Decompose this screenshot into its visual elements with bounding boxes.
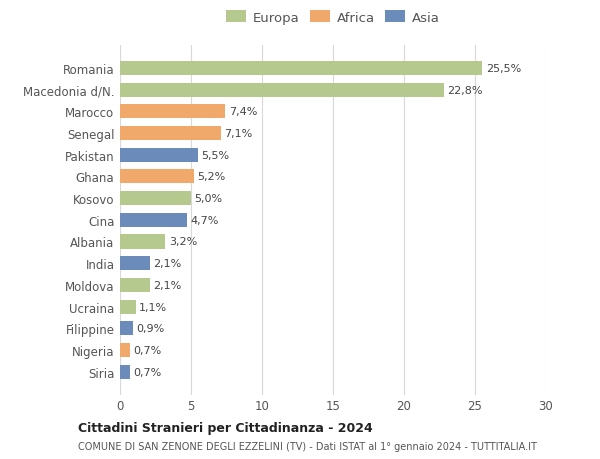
Text: 0,7%: 0,7% [133, 367, 162, 377]
Text: 2,1%: 2,1% [154, 258, 182, 269]
Text: 3,2%: 3,2% [169, 237, 197, 247]
Bar [120, 84, 444, 97]
Bar [120, 278, 150, 292]
Bar [120, 127, 221, 141]
Bar [120, 365, 130, 379]
Bar [120, 343, 130, 357]
Text: COMUNE DI SAN ZENONE DEGLI EZZELINI (TV) - Dati ISTAT al 1° gennaio 2024 - TUTTI: COMUNE DI SAN ZENONE DEGLI EZZELINI (TV)… [78, 441, 537, 451]
Bar [120, 321, 133, 336]
Bar [120, 300, 136, 314]
Bar [120, 257, 150, 271]
Text: Cittadini Stranieri per Cittadinanza - 2024: Cittadini Stranieri per Cittadinanza - 2… [78, 421, 373, 434]
Text: 0,7%: 0,7% [133, 345, 162, 355]
Legend: Europa, Africa, Asia: Europa, Africa, Asia [223, 7, 443, 28]
Text: 1,1%: 1,1% [139, 302, 167, 312]
Bar [120, 62, 482, 76]
Bar [120, 192, 191, 206]
Text: 5,2%: 5,2% [197, 172, 226, 182]
Bar [120, 148, 198, 162]
Text: 5,5%: 5,5% [202, 151, 230, 160]
Bar [120, 235, 166, 249]
Text: 25,5%: 25,5% [485, 64, 521, 74]
Text: 0,9%: 0,9% [136, 324, 164, 334]
Bar [120, 213, 187, 227]
Bar [120, 105, 225, 119]
Bar [120, 170, 194, 184]
Text: 22,8%: 22,8% [448, 85, 483, 95]
Text: 7,1%: 7,1% [224, 129, 253, 139]
Text: 7,4%: 7,4% [229, 107, 257, 117]
Text: 2,1%: 2,1% [154, 280, 182, 290]
Text: 4,7%: 4,7% [190, 215, 218, 225]
Text: 5,0%: 5,0% [194, 194, 223, 204]
